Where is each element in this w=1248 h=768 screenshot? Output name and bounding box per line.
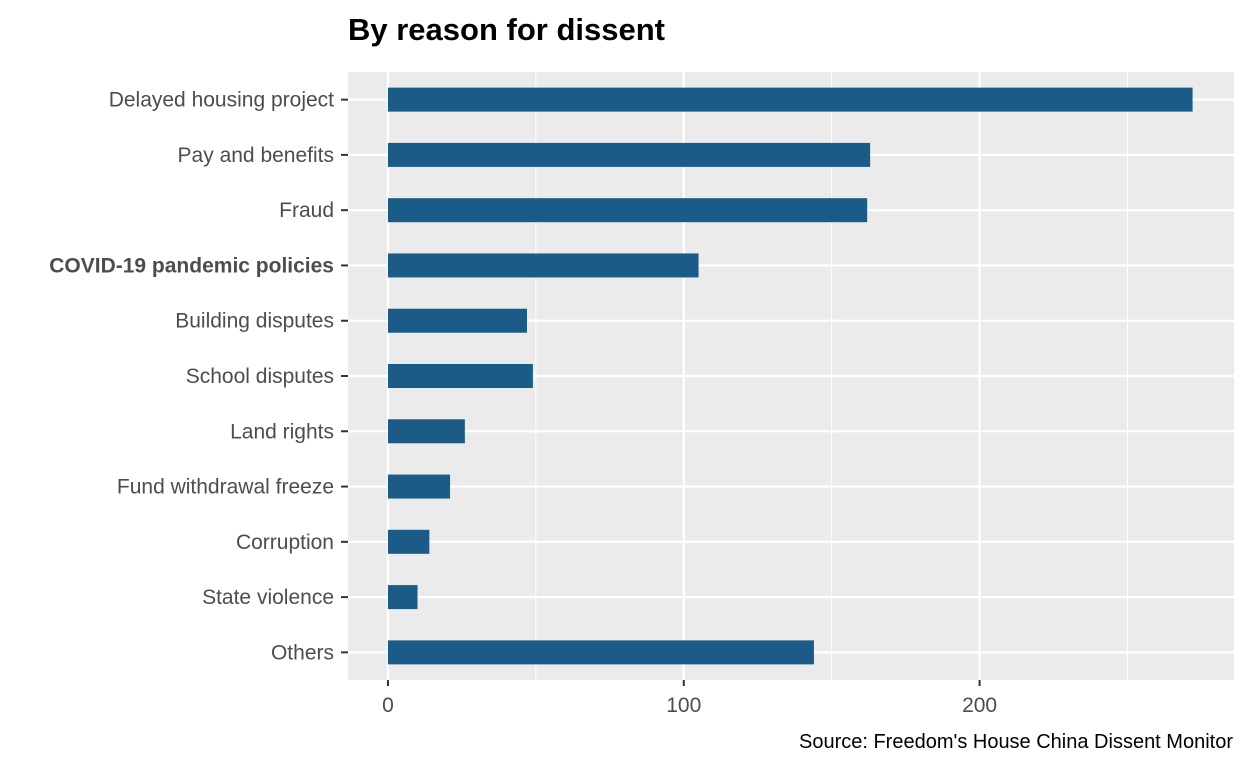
y-tick-label: Fraud bbox=[279, 199, 334, 222]
y-tick-label: State violence bbox=[202, 586, 334, 609]
y-tick-label: School disputes bbox=[186, 365, 334, 388]
bar bbox=[387, 308, 527, 333]
bar bbox=[387, 142, 871, 167]
bar bbox=[387, 364, 533, 388]
x-tick-label: 200 bbox=[962, 694, 997, 717]
y-axis-labels: Delayed housing project Pay and benefits F… bbox=[49, 89, 348, 664]
y-tick-label: COVID-19 pandemic policies bbox=[49, 254, 334, 277]
y-tick-label: Delayed housing project bbox=[109, 89, 334, 112]
y-tick-label: Pay and benefits bbox=[178, 144, 334, 167]
bar bbox=[387, 529, 430, 554]
source-caption: Source: Freedom's House China Dissent Mo… bbox=[799, 731, 1233, 753]
x-tick-label: 0 bbox=[382, 694, 394, 717]
chart-title: By reason for dissent bbox=[348, 12, 665, 47]
bar bbox=[387, 419, 465, 444]
bar bbox=[387, 585, 418, 610]
bars bbox=[387, 87, 1193, 665]
y-tick-label: Land rights bbox=[230, 420, 334, 443]
x-tick-label: 100 bbox=[666, 694, 701, 717]
bar bbox=[387, 87, 1193, 112]
x-axis-labels: 0 100 200 bbox=[382, 680, 997, 717]
bar bbox=[387, 474, 451, 499]
bar bbox=[387, 198, 868, 223]
y-tick-label: Building disputes bbox=[175, 310, 334, 333]
y-tick-label: Corruption bbox=[236, 531, 334, 554]
bar bbox=[387, 253, 699, 278]
bar bbox=[387, 640, 814, 665]
y-tick-label: Fund withdrawal freeze bbox=[117, 476, 334, 499]
y-tick-label: Others bbox=[271, 641, 334, 664]
